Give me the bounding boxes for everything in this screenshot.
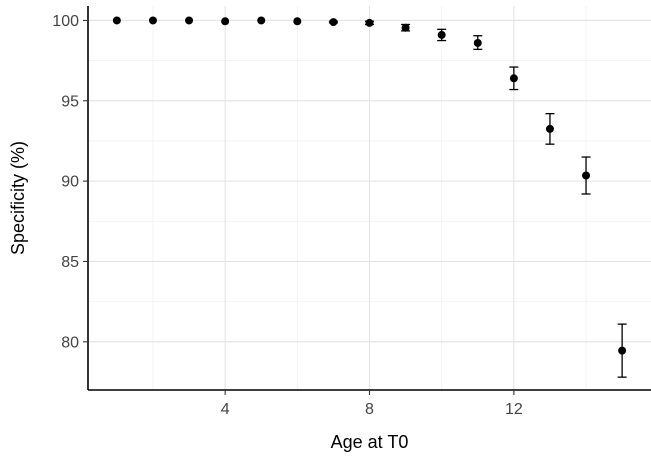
data-point xyxy=(112,16,121,25)
data-point xyxy=(221,17,230,26)
data-point xyxy=(185,16,194,25)
y-tick-label: 95 xyxy=(61,93,79,110)
data-point xyxy=(329,18,338,27)
x-tick-label: 12 xyxy=(505,401,523,418)
data-point xyxy=(401,23,410,32)
y-axis-title: Specificity (%) xyxy=(8,141,28,255)
y-tick-label: 100 xyxy=(52,13,79,30)
data-point xyxy=(582,171,591,180)
data-point xyxy=(365,18,374,27)
data-point xyxy=(148,16,157,25)
data-point xyxy=(545,124,554,133)
data-points xyxy=(112,16,627,378)
grid xyxy=(88,6,651,390)
data-point xyxy=(257,16,266,25)
data-point xyxy=(618,346,627,355)
y-tick-label: 80 xyxy=(61,334,79,351)
x-axis-title: Age at T0 xyxy=(331,432,409,452)
y-tick-label: 85 xyxy=(61,254,79,271)
axes xyxy=(83,6,651,395)
data-point xyxy=(473,38,482,47)
data-point xyxy=(437,30,446,39)
y-tick-label: 90 xyxy=(61,174,79,191)
tick-labels: 4 8 12 80 85 90 95 100 xyxy=(52,13,523,418)
data-point xyxy=(293,17,302,26)
x-tick-label: 4 xyxy=(221,401,230,418)
x-tick-label: 8 xyxy=(365,401,374,418)
data-point xyxy=(509,74,518,83)
